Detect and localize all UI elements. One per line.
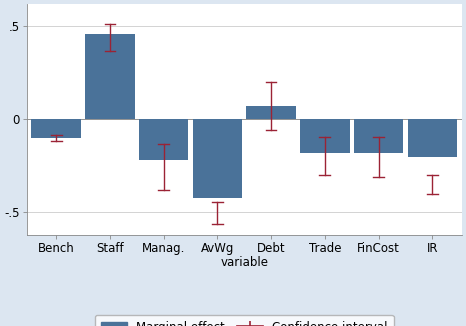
Bar bbox=[85, 34, 135, 119]
Bar bbox=[408, 119, 457, 156]
X-axis label: variable: variable bbox=[220, 256, 268, 269]
Bar bbox=[139, 119, 188, 160]
Bar bbox=[247, 106, 296, 119]
Bar bbox=[300, 119, 350, 153]
Bar bbox=[354, 119, 403, 153]
Legend: Marginal effect, Confidence interval: Marginal effect, Confidence interval bbox=[95, 315, 394, 326]
Bar bbox=[192, 119, 242, 198]
Bar bbox=[31, 119, 81, 138]
